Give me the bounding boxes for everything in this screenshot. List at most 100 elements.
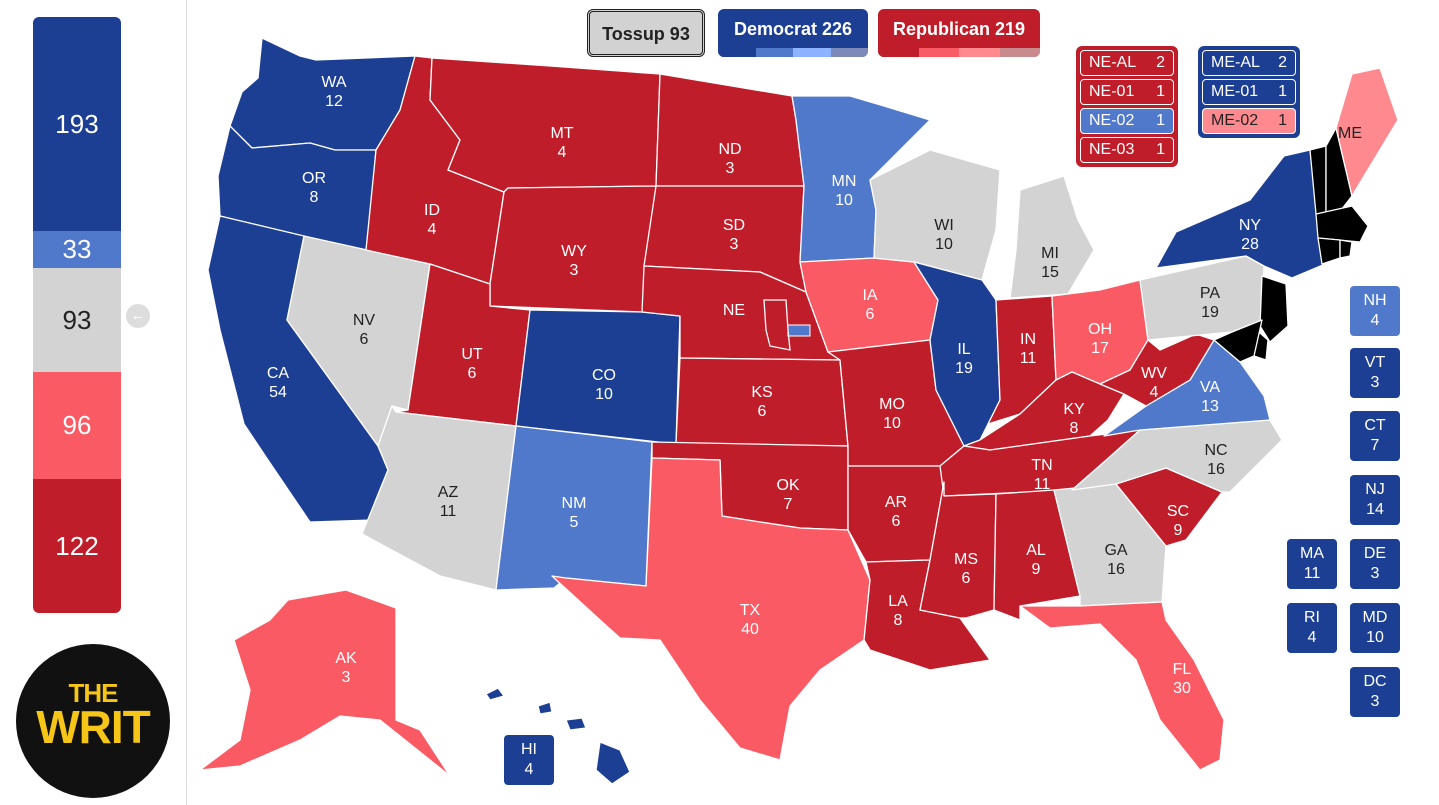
- box-abbr: VT: [1364, 354, 1386, 371]
- maine-district-panel: ME-AL 2 ME-01 1 ME-02 1: [1198, 46, 1300, 138]
- state-ct[interactable]: [1317, 237, 1341, 265]
- district-name: NE-01: [1089, 83, 1135, 100]
- bar-value-safe-republican: 122: [55, 530, 99, 561]
- box-ev: 4: [1370, 312, 1380, 329]
- district-name: ME-02: [1211, 112, 1259, 129]
- state-box-md[interactable]: MD 10: [1350, 603, 1400, 653]
- box-ev: 3: [1370, 565, 1380, 582]
- district-name: NE-03: [1089, 141, 1135, 158]
- box-ev: 4: [1307, 629, 1317, 646]
- state-fl[interactable]: [1019, 601, 1225, 771]
- district-me-02[interactable]: ME-02 1: [1202, 108, 1296, 134]
- district-ne-02[interactable]: NE-02 1: [1080, 108, 1174, 134]
- tossup-tally-label: Tossup 93: [602, 24, 690, 44]
- box-ev: 14: [1366, 501, 1384, 518]
- state-ar[interactable]: [847, 465, 945, 563]
- state-box-ri[interactable]: RI 4: [1287, 603, 1337, 653]
- state-nm[interactable]: [495, 425, 653, 591]
- bar-value-safe-democrat: 193: [55, 108, 99, 139]
- democrat-tally-button[interactable]: Democrat 226: [718, 9, 868, 57]
- district-name: ME-01: [1211, 83, 1259, 100]
- state-wv[interactable]: [1099, 333, 1215, 407]
- box-abbr: CT: [1364, 417, 1386, 434]
- logo-line-2: WRIT: [36, 701, 151, 753]
- bar-segment-tossup[interactable]: 93: [33, 268, 121, 372]
- state-ma[interactable]: [1315, 205, 1369, 243]
- bar-segment-lean-democrat[interactable]: 33: [33, 231, 121, 268]
- state-co[interactable]: [515, 309, 681, 445]
- box-ev: 11: [1303, 565, 1321, 582]
- box-ev: 7: [1370, 437, 1380, 454]
- district-ev: 1: [1156, 141, 1165, 158]
- district-ev: 2: [1278, 54, 1287, 71]
- electoral-vote-bar: 193 33 93 96 122: [33, 17, 121, 613]
- box-abbr: MD: [1362, 609, 1388, 626]
- ne-01-outline: [763, 299, 791, 351]
- state-box-ct[interactable]: CT 7: [1350, 411, 1400, 461]
- hi-box-ev: 4: [524, 761, 534, 778]
- state-box-ma[interactable]: MA 11: [1287, 539, 1337, 589]
- box-abbr: DC: [1363, 673, 1387, 690]
- bar-value-lean-republican: 96: [62, 410, 92, 440]
- nebraska-district-panel: NE-AL 2 NE-01 1 NE-02 1 NE-03 1: [1076, 46, 1178, 167]
- bar-value-lean-democrat: 33: [62, 234, 92, 264]
- district-ne-al[interactable]: NE-AL 2: [1080, 50, 1174, 76]
- district-ev: 1: [1278, 83, 1287, 100]
- state-tx[interactable]: [551, 457, 871, 761]
- sidebar: 193 33 93 96 122 ← THE WRIT: [0, 0, 187, 805]
- republican-tally-label: Republican 219: [892, 19, 1026, 39]
- state-wy[interactable]: [489, 185, 657, 313]
- the-writ-logo: THE WRIT: [16, 644, 170, 798]
- bar-value-tossup: 93: [62, 304, 92, 335]
- ne-02-marker[interactable]: [787, 324, 811, 337]
- district-name: ME-AL: [1211, 54, 1260, 71]
- box-abbr: DE: [1363, 545, 1387, 562]
- state-az[interactable]: [361, 405, 517, 591]
- box-ev: 3: [1370, 374, 1380, 391]
- district-ev: 1: [1156, 112, 1165, 129]
- state-box-nj[interactable]: NJ 14: [1350, 475, 1400, 525]
- district-me-al[interactable]: ME-AL 2: [1202, 50, 1296, 76]
- state-box-de[interactable]: DE 3: [1350, 539, 1400, 589]
- tossup-tally-button[interactable]: Tossup 93: [587, 9, 705, 57]
- logo-line-1: THE: [68, 678, 119, 708]
- arrow-left-circle-icon[interactable]: ←: [126, 304, 150, 328]
- republican-tally-button[interactable]: Republican 219: [878, 9, 1040, 57]
- district-me-01[interactable]: ME-01 1: [1202, 79, 1296, 105]
- district-ev: 1: [1278, 112, 1287, 129]
- state-ri[interactable]: [1339, 239, 1353, 259]
- box-ev: 10: [1366, 629, 1384, 646]
- state-ak[interactable]: [199, 589, 451, 777]
- district-ne-01[interactable]: NE-01 1: [1080, 79, 1174, 105]
- box-ev: 3: [1370, 693, 1380, 710]
- democrat-tally-label: Democrat 226: [733, 19, 853, 39]
- box-abbr: MA: [1300, 545, 1324, 562]
- hi-box-abbr: HI: [521, 741, 537, 758]
- state-box-hi[interactable]: HI 4: [504, 735, 554, 785]
- district-name: NE-02: [1089, 112, 1135, 129]
- district-ev: 1: [1156, 83, 1165, 100]
- box-abbr: RI: [1304, 609, 1320, 626]
- democrat-rating-strip: [718, 48, 868, 57]
- bar-segment-lean-republican[interactable]: 96: [33, 372, 121, 479]
- state-box-dc[interactable]: DC 3: [1350, 667, 1400, 717]
- state-box-vt[interactable]: VT 3: [1350, 348, 1400, 398]
- state-mi[interactable]: [1009, 175, 1095, 299]
- bar-segment-safe-republican[interactable]: 122: [33, 479, 121, 613]
- bar-segment-safe-democrat[interactable]: 193: [33, 17, 121, 231]
- box-abbr: NJ: [1365, 481, 1385, 498]
- district-ne-03[interactable]: NE-03 1: [1080, 137, 1174, 163]
- state-nh[interactable]: [1325, 127, 1353, 215]
- state-nd[interactable]: [655, 73, 805, 187]
- state-hi[interactable]: [485, 687, 631, 785]
- district-ev: 2: [1156, 54, 1165, 71]
- box-abbr: NH: [1363, 292, 1387, 309]
- state-box-nh[interactable]: NH 4: [1350, 286, 1400, 336]
- state-mt[interactable]: [429, 57, 661, 193]
- state-me[interactable]: [1335, 67, 1399, 197]
- state-nj[interactable]: [1259, 275, 1289, 343]
- state-md[interactable]: [1213, 319, 1263, 363]
- state-ks[interactable]: [675, 357, 849, 447]
- republican-rating-strip: [878, 48, 1040, 57]
